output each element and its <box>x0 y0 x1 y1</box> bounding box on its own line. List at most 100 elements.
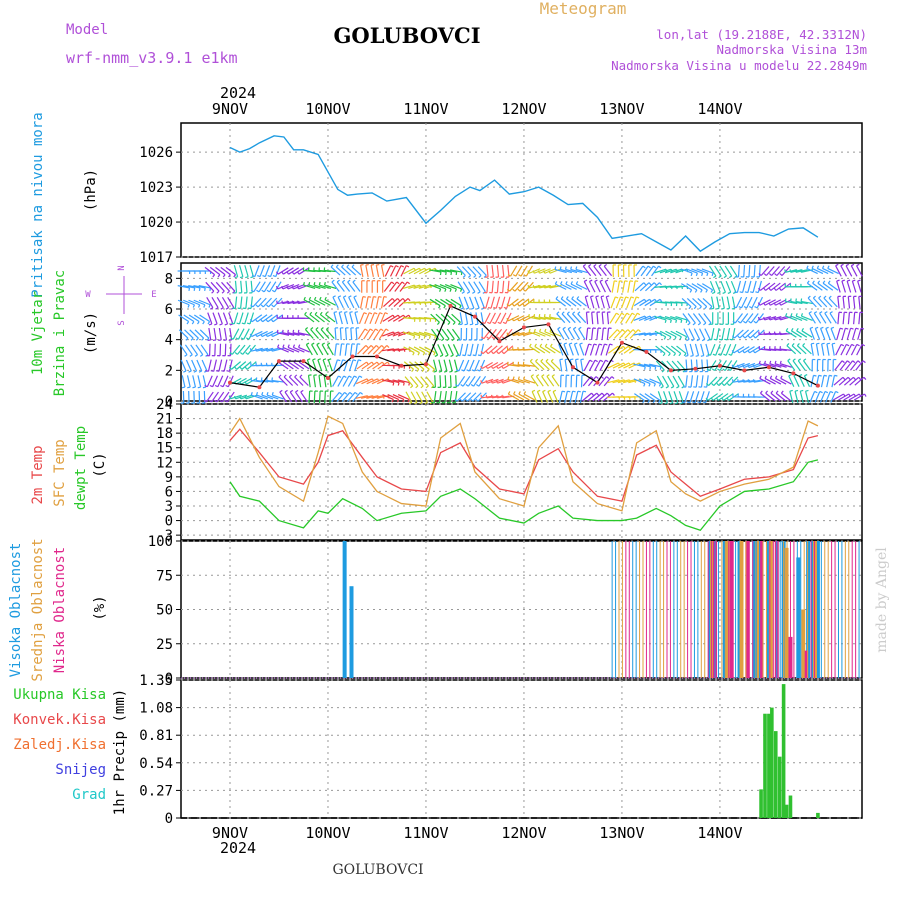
wind-barb <box>245 280 248 293</box>
wind-barb <box>832 393 844 401</box>
wind-barb-flag <box>615 296 619 299</box>
legend-grad: Grad <box>72 787 106 803</box>
wind-barb-flag <box>658 383 662 387</box>
wind-barb <box>283 361 294 370</box>
wind-barb <box>309 314 320 323</box>
wind-barb-flag <box>544 343 548 347</box>
wind-barb <box>523 378 536 384</box>
wind-barb-flag <box>353 375 358 378</box>
wind-barb <box>837 312 840 325</box>
wind-barb <box>497 378 510 384</box>
day-label-top: 11NOV <box>403 100 448 118</box>
wind-barb <box>378 345 388 355</box>
wind-barb-flag <box>653 282 657 286</box>
wind-barb <box>240 280 243 293</box>
wind-barb <box>253 281 261 293</box>
wind-barb-flag <box>391 399 394 403</box>
wind-barb <box>678 391 684 403</box>
wind-barb <box>662 375 670 387</box>
wind-barb <box>341 392 351 402</box>
wind-barb <box>513 393 525 401</box>
wind-barb-flag <box>216 290 220 294</box>
wind-barb <box>578 328 586 340</box>
wind-barb <box>789 391 794 403</box>
wind-barb <box>639 393 650 401</box>
wind-barb-flag <box>360 263 364 266</box>
wind-speed-point <box>766 365 771 370</box>
wind-barb-flag <box>614 280 618 282</box>
wind-barb-flag <box>722 368 726 372</box>
y-tick-label: 4 <box>165 333 173 349</box>
wind-barb-flag <box>511 303 515 307</box>
hi-cloud-bar <box>349 586 354 678</box>
wind-barb <box>787 360 796 371</box>
wind-barb <box>250 379 263 383</box>
wind-barb-flag <box>415 385 419 389</box>
wind-barb-flag <box>538 314 541 318</box>
wind-barb-flag <box>861 343 866 347</box>
wind-barb-flag <box>326 342 331 346</box>
wind-barb <box>426 391 434 403</box>
wind-barb <box>501 264 505 278</box>
wind-barb-flag <box>674 402 679 405</box>
wind-barb <box>631 296 637 309</box>
wind-barb-flag <box>255 318 258 323</box>
wind-barb <box>481 361 493 370</box>
wind-barb-flag <box>723 275 727 279</box>
wind-barb-flag <box>257 274 261 278</box>
wind-barb <box>243 328 250 340</box>
wind-barb <box>188 314 200 323</box>
wind-barb-flag <box>829 374 833 377</box>
wind-barb-flag <box>784 298 787 302</box>
wind-barb <box>759 377 771 385</box>
wind-barb-flag <box>717 291 721 294</box>
wind-barb <box>603 265 613 277</box>
wind-barb <box>696 268 709 274</box>
wind-barb <box>211 297 219 308</box>
wind-barb <box>486 280 489 293</box>
y-tick-label: -3 <box>156 528 173 544</box>
wind-barb <box>192 375 197 388</box>
wind-barb-flag <box>214 399 218 403</box>
wind-barb-flag <box>637 329 641 333</box>
wind-barb <box>303 299 315 306</box>
pressure-unit: (hPa) <box>83 169 99 211</box>
wind-barb <box>590 327 594 341</box>
wind-barb-flag <box>215 370 220 372</box>
y-tick-label: 50 <box>156 603 173 619</box>
wind-barb-flag <box>790 313 793 317</box>
wind-barb <box>347 281 356 292</box>
wind-barb <box>177 299 190 306</box>
wind-barb-flag <box>522 288 526 292</box>
wind-barb <box>337 375 345 387</box>
wind-barb <box>623 362 635 369</box>
wind-barb-flag <box>414 401 418 405</box>
wind-barb-flag <box>487 321 491 325</box>
wind-barb-flag <box>711 383 715 386</box>
wind-barb <box>353 296 360 309</box>
wind-barb <box>331 392 340 402</box>
wind-barb-flag <box>778 316 781 321</box>
wind-barb-flag <box>370 345 374 348</box>
wind-barb-flag <box>726 397 730 401</box>
wind-barb <box>549 268 562 274</box>
wind-speed-point <box>301 359 306 364</box>
wind-barb <box>356 378 368 385</box>
wind-barb-flag <box>822 280 826 284</box>
wind-barb <box>357 328 366 340</box>
wind-barb-flag <box>392 382 395 386</box>
wind-barb-flag <box>270 318 274 323</box>
wind-barb-flag <box>188 370 192 373</box>
wind-barb <box>439 269 452 273</box>
wind-barb <box>319 299 331 306</box>
wind-barb <box>580 359 584 372</box>
wind-barb <box>513 298 525 307</box>
wind-barb <box>851 280 857 293</box>
wind-barb <box>689 391 695 403</box>
wind-barb <box>354 312 359 325</box>
wind-barb-flag <box>691 338 695 342</box>
wind-barb <box>795 315 808 321</box>
wind-barb <box>565 268 578 274</box>
wind-barb-flag <box>478 274 482 278</box>
wind-barb <box>720 343 726 356</box>
